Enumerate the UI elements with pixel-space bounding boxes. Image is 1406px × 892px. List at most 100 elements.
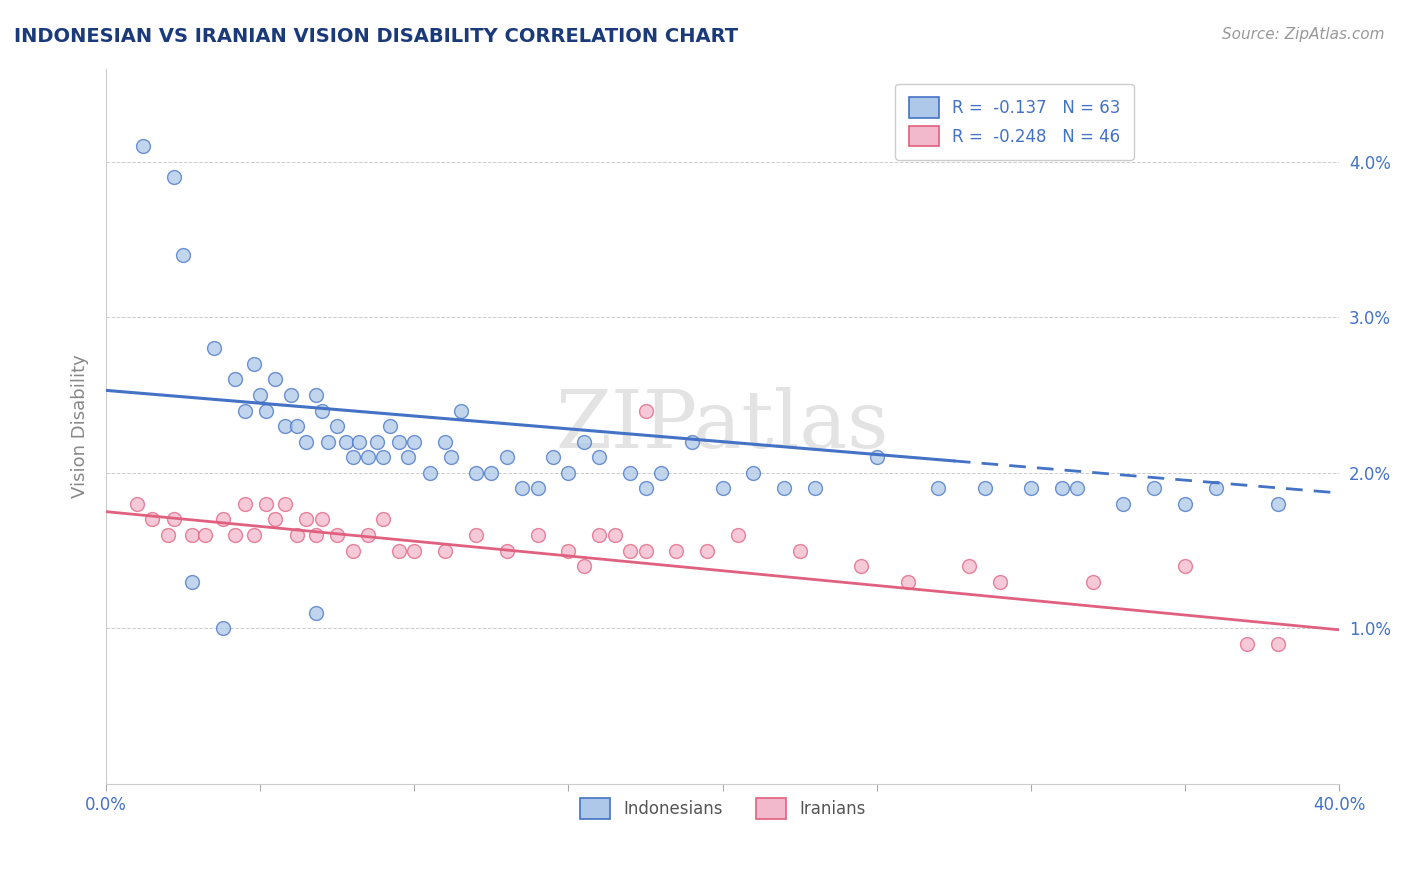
Point <box>404 543 426 558</box>
Point <box>541 450 564 465</box>
Point <box>249 388 271 402</box>
Point <box>304 388 326 402</box>
Point <box>373 450 395 465</box>
Point <box>572 559 595 574</box>
Point <box>727 528 749 542</box>
Point <box>495 543 517 558</box>
Point <box>440 450 463 465</box>
Text: Source: ZipAtlas.com: Source: ZipAtlas.com <box>1222 27 1385 42</box>
Point <box>342 450 364 465</box>
Point <box>1205 481 1227 495</box>
Point <box>224 372 246 386</box>
Point <box>1081 574 1104 589</box>
Point <box>619 543 641 558</box>
Point <box>357 450 380 465</box>
Point <box>366 434 388 449</box>
Point <box>419 466 441 480</box>
Point <box>634 543 657 558</box>
Point <box>1112 497 1135 511</box>
Text: ZIPatlas: ZIPatlas <box>555 387 890 465</box>
Point <box>141 512 163 526</box>
Point <box>285 528 308 542</box>
Point <box>264 512 287 526</box>
Point <box>681 434 703 449</box>
Point <box>243 528 266 542</box>
Point <box>526 528 548 542</box>
Point <box>1267 497 1289 511</box>
Point <box>125 497 148 511</box>
Point <box>866 450 889 465</box>
Point <box>264 372 287 386</box>
Point <box>285 419 308 434</box>
Point <box>388 543 411 558</box>
Point <box>479 466 502 480</box>
Point <box>202 342 225 356</box>
Point <box>212 621 235 635</box>
Point <box>156 528 179 542</box>
Point <box>316 434 339 449</box>
Point <box>510 481 533 495</box>
Legend: Indonesians, Iranians: Indonesians, Iranians <box>574 792 872 825</box>
Point <box>1236 637 1258 651</box>
Point <box>696 543 718 558</box>
Point <box>212 512 235 526</box>
Point <box>304 528 326 542</box>
Point <box>434 543 457 558</box>
Point <box>224 528 246 542</box>
Point <box>335 434 357 449</box>
Point <box>1143 481 1166 495</box>
Point <box>434 434 457 449</box>
Text: INDONESIAN VS IRANIAN VISION DISABILITY CORRELATION CHART: INDONESIAN VS IRANIAN VISION DISABILITY … <box>14 27 738 45</box>
Point <box>665 543 688 558</box>
Point <box>233 497 256 511</box>
Point <box>342 543 364 558</box>
Point <box>650 466 672 480</box>
Point <box>789 543 811 558</box>
Point <box>181 528 204 542</box>
Point <box>1174 559 1197 574</box>
Point <box>274 419 297 434</box>
Point <box>243 357 266 371</box>
Point <box>1050 481 1073 495</box>
Point <box>1066 481 1088 495</box>
Point <box>326 528 349 542</box>
Point <box>1019 481 1042 495</box>
Point <box>557 543 579 558</box>
Point <box>280 388 302 402</box>
Y-axis label: Vision Disability: Vision Disability <box>72 354 89 498</box>
Point <box>634 403 657 417</box>
Point <box>254 403 277 417</box>
Point <box>326 419 349 434</box>
Point <box>557 466 579 480</box>
Point <box>378 419 401 434</box>
Point <box>388 434 411 449</box>
Point <box>347 434 370 449</box>
Point <box>742 466 765 480</box>
Point <box>464 528 486 542</box>
Point <box>851 559 873 574</box>
Point <box>311 512 333 526</box>
Point <box>957 559 980 574</box>
Point <box>396 450 419 465</box>
Point <box>163 170 186 185</box>
Point <box>311 403 333 417</box>
Point <box>711 481 734 495</box>
Point <box>373 512 395 526</box>
Point <box>194 528 217 542</box>
Point <box>495 450 517 465</box>
Point <box>572 434 595 449</box>
Point <box>603 528 626 542</box>
Point <box>588 450 610 465</box>
Point <box>132 139 155 153</box>
Point <box>464 466 486 480</box>
Point <box>254 497 277 511</box>
Point <box>588 528 610 542</box>
Point <box>1174 497 1197 511</box>
Point <box>295 512 318 526</box>
Point <box>773 481 796 495</box>
Point <box>1267 637 1289 651</box>
Point <box>988 574 1011 589</box>
Point <box>404 434 426 449</box>
Point <box>163 512 186 526</box>
Point <box>619 466 641 480</box>
